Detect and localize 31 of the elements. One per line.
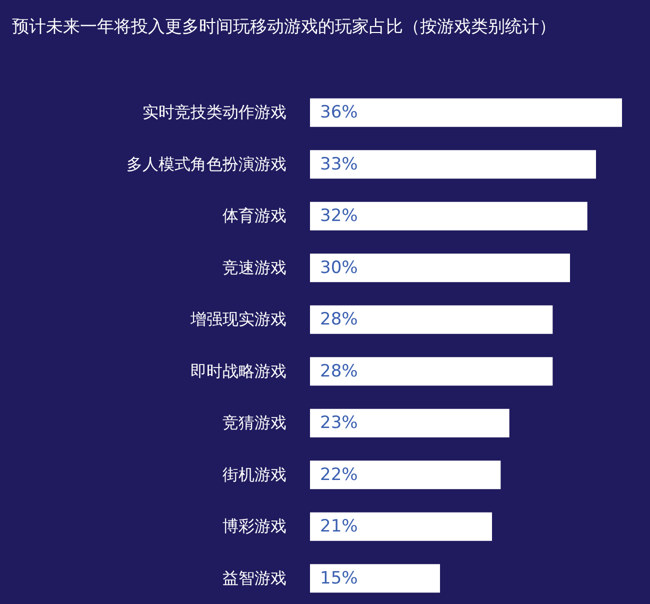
data-label: 36%	[320, 102, 358, 123]
y-tick-label: 竞猜游戏	[222, 413, 286, 432]
data-label: 28%	[320, 310, 358, 330]
bar	[310, 357, 553, 386]
y-tick-label: 博彩游戏	[222, 516, 286, 536]
data-label: 22%	[320, 464, 358, 485]
chart-title: 预计未来一年将投入更多时间玩移动游戏的玩家占比（按游戏类别统计）	[12, 17, 556, 37]
data-label: 30%	[320, 258, 358, 278]
y-tick-label: 竞速游戏	[222, 258, 286, 277]
bar	[310, 150, 596, 179]
bar	[310, 202, 588, 230]
bar	[310, 408, 510, 438]
y-tick-label: 实时竞技类动作游戏	[142, 102, 286, 122]
y-tick-label: 即时战略游戏	[190, 361, 286, 380]
data-label: 28%	[320, 361, 358, 382]
data-label: 33%	[320, 154, 358, 174]
bar	[310, 512, 492, 541]
bar	[310, 305, 553, 334]
y-tick-label: 增强现实游戏	[190, 310, 286, 329]
bar	[310, 564, 440, 593]
bar	[310, 98, 622, 127]
data-label: 32%	[320, 206, 358, 226]
bar	[310, 254, 570, 282]
data-label: 23%	[320, 413, 358, 434]
y-tick-label: 益智游戏	[222, 568, 286, 588]
data-label: 15%	[320, 568, 358, 588]
y-tick-label: 多人模式角色扮演游戏	[126, 154, 286, 174]
data-label: 21%	[320, 516, 358, 537]
y-tick-label: 体育游戏	[222, 206, 286, 226]
y-tick-label: 街机游戏	[222, 464, 286, 484]
bar	[310, 460, 501, 490]
